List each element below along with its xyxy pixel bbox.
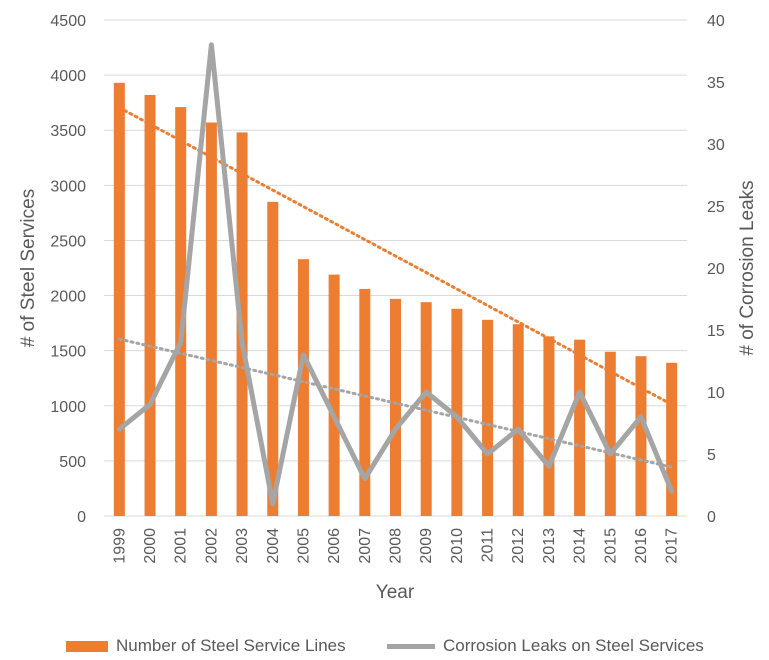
line-series: [116, 42, 675, 507]
point-2012: [517, 428, 520, 431]
bar-2002: [205, 122, 217, 517]
point-1999: [118, 428, 121, 431]
point-2007: [363, 477, 366, 480]
trendline-steel-services: [117, 106, 674, 406]
bar-1999: [113, 82, 125, 517]
x-tick-label: 2006: [326, 528, 343, 564]
bar-2004: [267, 201, 279, 516]
point-2006: [333, 415, 336, 418]
bar-2012: [512, 324, 524, 516]
point-2000: [149, 403, 152, 406]
legend-swatch-line: [387, 643, 435, 649]
bar-2014: [574, 339, 586, 516]
trendlines: [117, 106, 674, 469]
x-tick-label: 2007: [357, 528, 374, 564]
legend: Number of Steel Service Lines Corrosion …: [0, 636, 769, 660]
y2-tick-label: 20: [707, 261, 725, 278]
point-2017: [670, 490, 673, 493]
x-axis-title: Year: [376, 582, 415, 603]
point-2013: [547, 465, 550, 468]
point-2008: [394, 428, 397, 431]
point-2014: [578, 391, 581, 393]
point-2011: [486, 453, 489, 455]
y2-tick-label: 5: [707, 447, 716, 464]
x-tick-label: 2004: [265, 528, 282, 564]
point-2015: [609, 453, 612, 455]
point-2003: [241, 341, 244, 344]
x-tick-label: 2003: [234, 528, 251, 564]
x-tick-label: 2009: [418, 528, 435, 564]
bar-2001: [175, 107, 187, 516]
bar-2015: [604, 351, 616, 516]
y2-tick-label: 40: [707, 13, 725, 30]
bar-2017: [666, 362, 678, 516]
point-2009: [425, 391, 428, 393]
y-tick-label: 1500: [50, 344, 86, 361]
point-2016: [639, 415, 642, 418]
combo-chart: 0 500 1000 1500 2000 2500 3000 3500 4000 4500 0 5 1…: [18, 13, 758, 603]
x-tick-label: 2008: [388, 528, 405, 564]
y-tick-label: 4500: [50, 13, 86, 30]
x-tick-label: 2015: [602, 528, 619, 564]
y2-tick-label: 35: [707, 75, 725, 92]
gridlines: [104, 19, 687, 517]
y-tick-label: 1000: [50, 399, 86, 416]
legend-swatch-bars: [66, 640, 108, 652]
legend-item-line: Corrosion Leaks on Steel Services: [387, 636, 704, 656]
x-tick-label: 2002: [203, 528, 220, 564]
x-tick-label: 2001: [173, 528, 190, 564]
point-2010: [455, 415, 458, 418]
x-tick-label: 2014: [572, 528, 589, 564]
legend-label-line: Corrosion Leaks on Steel Services: [443, 636, 704, 655]
y2-tick-label: 30: [707, 137, 725, 154]
x-tick-label: 2000: [142, 528, 159, 564]
y-tick-label: 500: [59, 454, 86, 471]
y-axis-right-ticks: 0 5 10 15 20 25 30 35 40: [707, 13, 725, 526]
x-tick-label: 2011: [480, 528, 497, 563]
bar-2011: [482, 319, 494, 516]
y-tick-label: 3000: [50, 178, 86, 195]
bar-2007: [359, 288, 371, 516]
x-tick-label: 2010: [449, 528, 466, 564]
bar-2000: [144, 94, 156, 516]
y2-tick-label: 25: [707, 199, 725, 216]
y-axis-left-ticks: 0 500 1000 1500 2000 2500 3000 3500 4000 4500: [50, 13, 86, 526]
point-2001: [179, 341, 182, 344]
x-tick-label: 1999: [111, 528, 128, 564]
y-axis-right-title: # of Corrosion Leaks: [737, 180, 758, 355]
x-axis-ticks: 1999 2000 2001 2002 2003 2004 2005 2006 2007 2008…: [111, 528, 680, 564]
y-tick-label: 0: [77, 509, 86, 526]
bar-2006: [328, 274, 340, 516]
y-tick-label: 4000: [50, 68, 86, 85]
y2-tick-label: 10: [707, 385, 725, 402]
bar-2016: [635, 356, 647, 516]
x-tick-label: 2017: [664, 528, 681, 564]
point-2005: [302, 353, 305, 356]
y-axis-left-title: # of Steel Services: [18, 189, 39, 347]
point-2004: [271, 502, 274, 505]
y2-tick-label: 0: [707, 509, 716, 526]
bar-2010: [451, 308, 463, 516]
point-2002: [210, 43, 213, 46]
bar-2008: [390, 298, 401, 516]
x-tick-label: 2005: [295, 528, 312, 564]
bar-2013: [543, 336, 555, 516]
legend-item-bars: Number of Steel Service Lines: [66, 636, 346, 656]
trendline-corrosion-leaks: [117, 337, 674, 469]
x-tick-label: 2012: [510, 528, 527, 564]
x-tick-label: 2013: [541, 528, 558, 564]
y-tick-label: 2000: [50, 289, 86, 306]
bar-2005: [297, 259, 309, 516]
x-tick-label: 2016: [633, 528, 650, 564]
y2-tick-label: 15: [707, 323, 725, 340]
y-tick-label: 3500: [50, 123, 86, 140]
y-tick-label: 2500: [50, 233, 86, 250]
legend-label-bars: Number of Steel Service Lines: [116, 636, 346, 655]
